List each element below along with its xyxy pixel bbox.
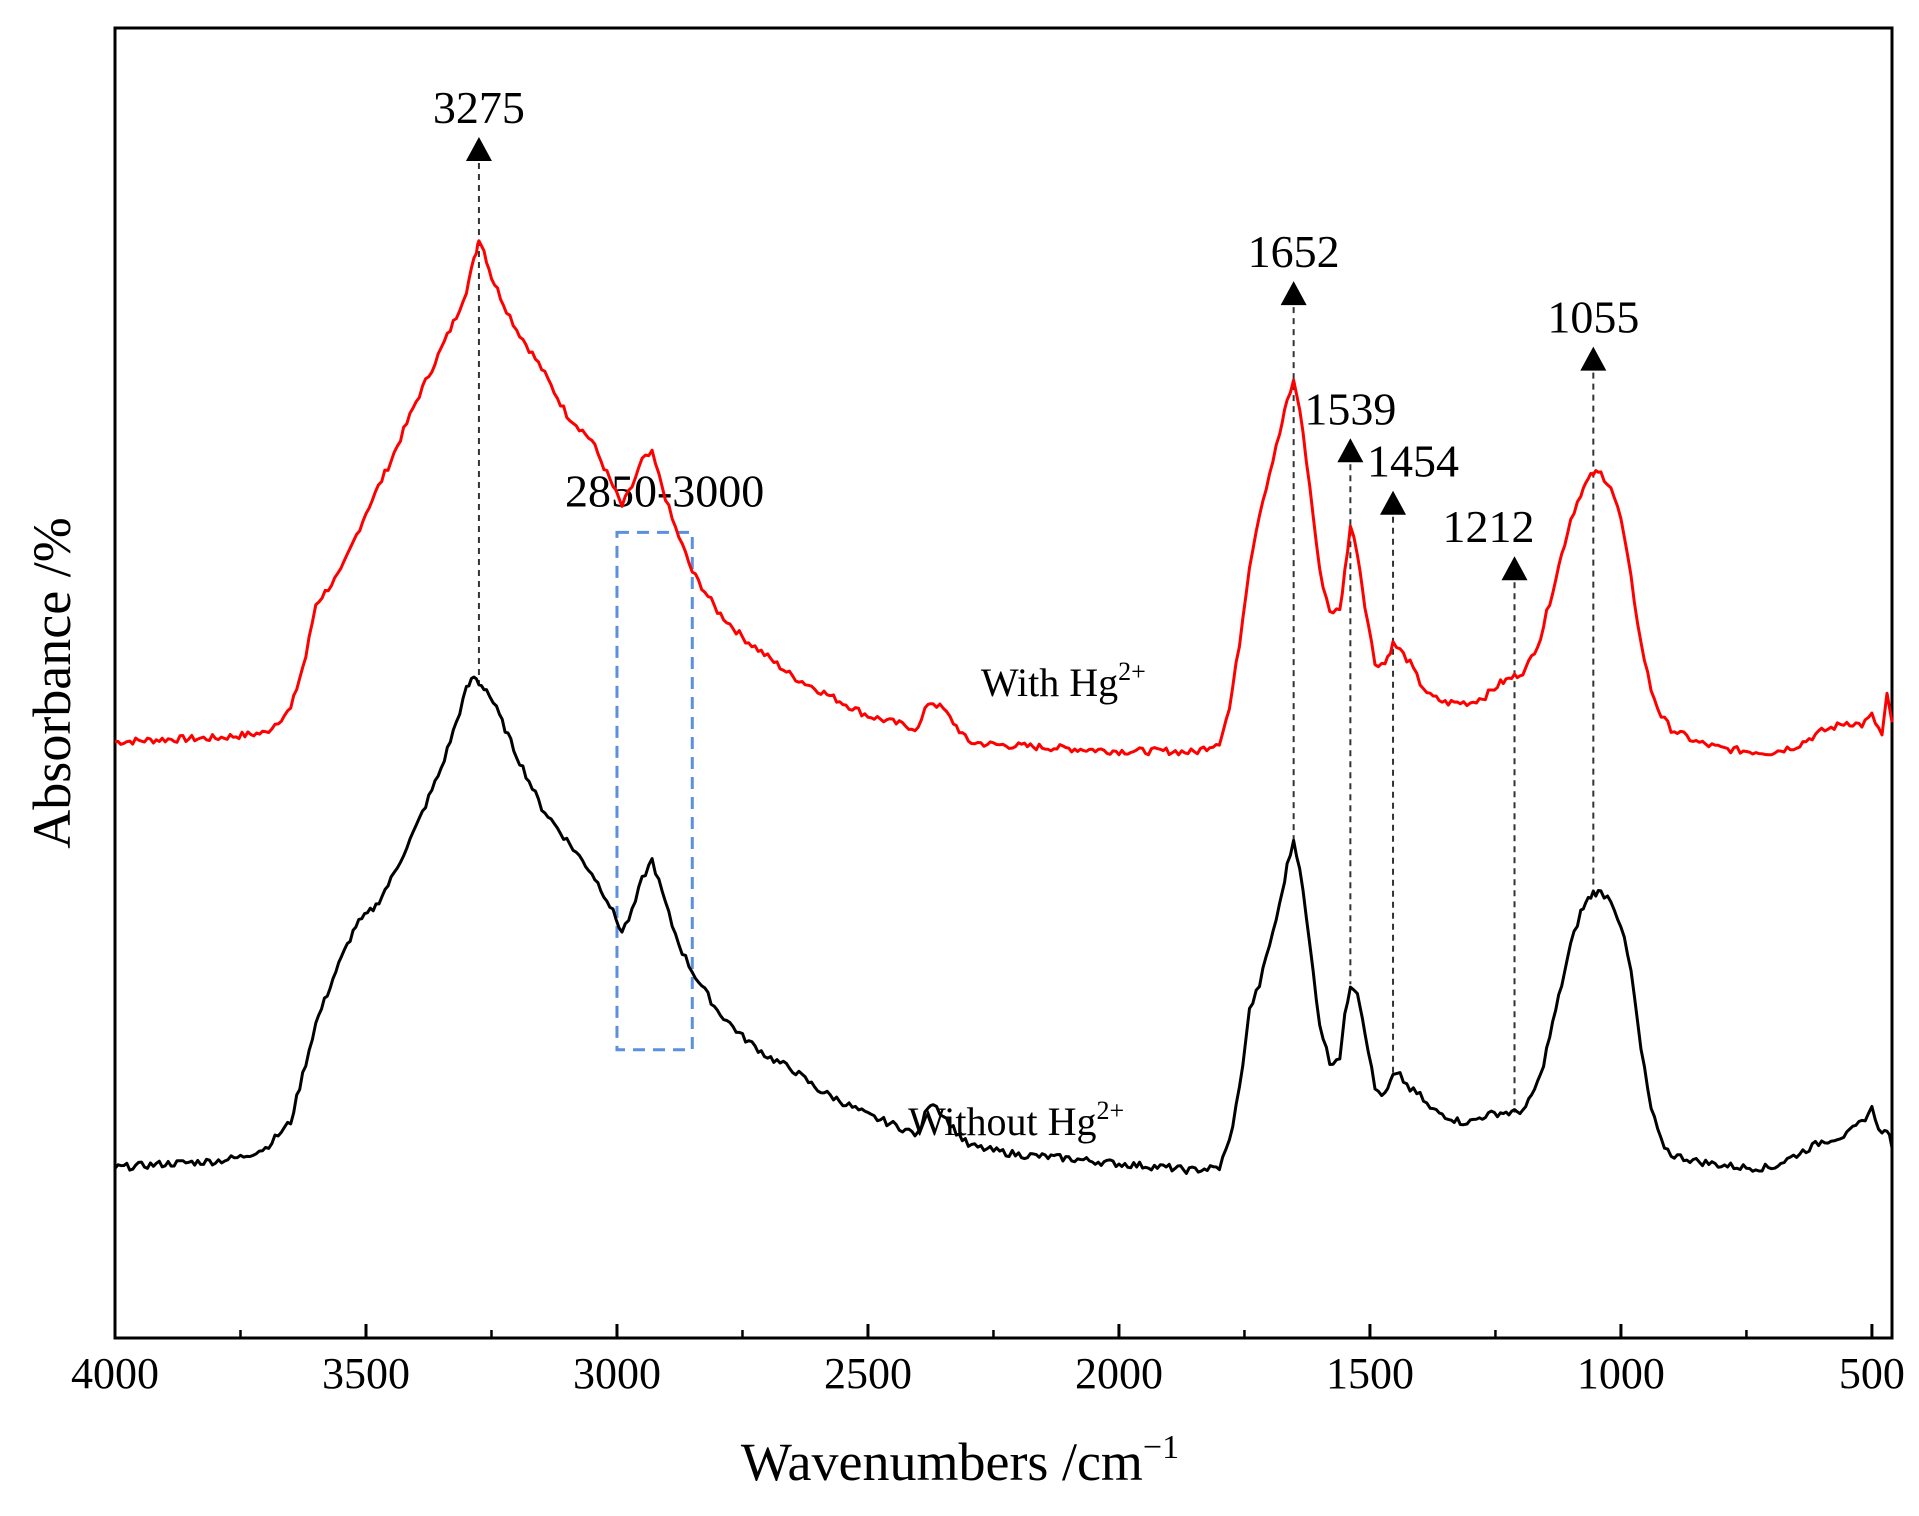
x-axis-title: Wavenumbers /cm−1 (741, 1429, 1179, 1492)
x-tick-label: 3000 (573, 1349, 661, 1398)
x-tick-label: 1500 (1326, 1349, 1414, 1398)
x-tick-label: 2500 (824, 1349, 912, 1398)
peak-marker (465, 137, 492, 161)
region-box (615, 530, 694, 1052)
x-tick-label: 1000 (1577, 1349, 1665, 1398)
series-label-with-hg: With Hg2+ (981, 657, 1146, 705)
peak-label-1212: 1212 (1443, 501, 1535, 552)
x-tick-label: 2000 (1075, 1349, 1163, 1398)
x-tick-label: 4000 (71, 1349, 159, 1398)
peak-marker (1280, 281, 1307, 306)
x-tick-label: 3500 (322, 1349, 410, 1398)
peak-label-3275: 3275 (433, 82, 525, 133)
x-axis-ticks: 4000 3500 3000 2500 2000 1500 1000 500 (71, 1324, 1905, 1398)
peak-label-1454: 1454 (1367, 436, 1459, 487)
peak-label-1539: 1539 (1304, 383, 1396, 434)
y-axis-title: Absorbance /% (22, 517, 82, 848)
peak-marker (1580, 346, 1607, 371)
peak-marker (1380, 490, 1407, 515)
series-lines: With Hg2+ Without Hg2+ (113, 239, 1894, 1175)
peak-label-1055: 1055 (1547, 292, 1639, 343)
peak-marker (1337, 438, 1364, 463)
plot-frame (113, 26, 1894, 1340)
peak-label-1652: 1652 (1248, 226, 1340, 277)
series-line-with-hg (114, 239, 1894, 757)
series-label-without-hg: Without Hg2+ (908, 1096, 1124, 1144)
series-line-without-hg (113, 675, 1894, 1175)
x-tick-label: 500 (1839, 1349, 1905, 1398)
peak-marker (1501, 556, 1528, 581)
